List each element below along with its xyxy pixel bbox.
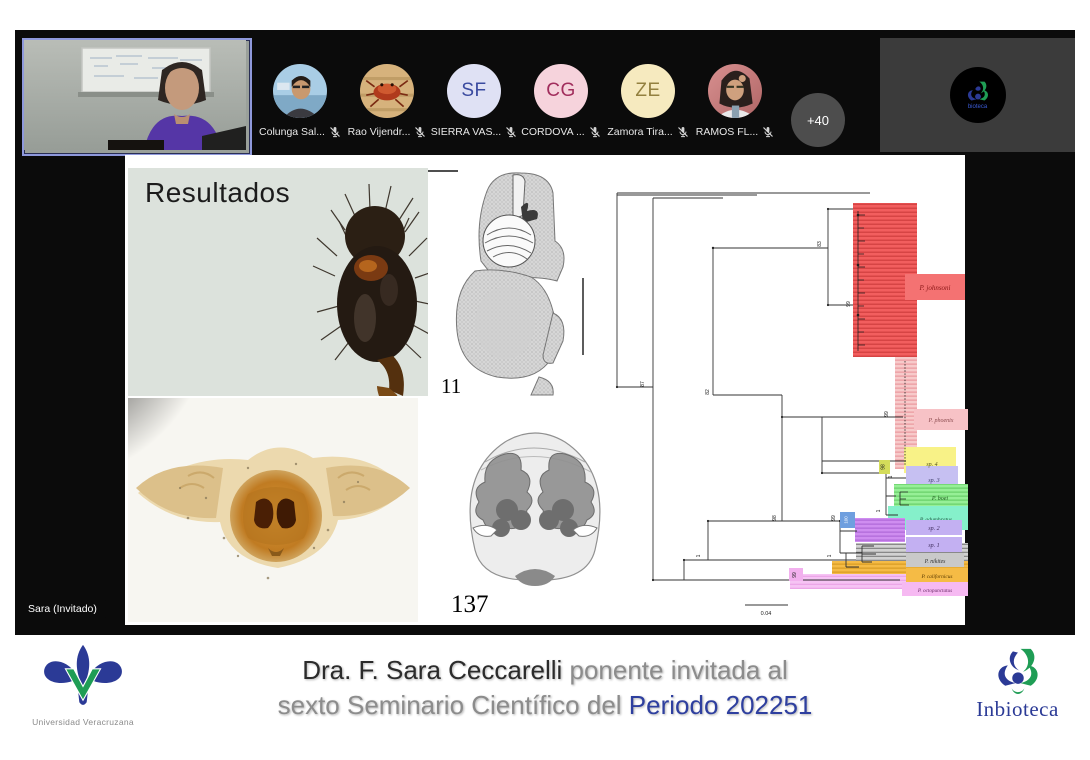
uv-logo-caption: Universidad Veracruzana — [32, 717, 134, 727]
figure-number-11: 11 — [441, 374, 461, 398]
epigynum-photo — [128, 398, 418, 622]
participant-name: Rao Vijendr... — [347, 126, 411, 138]
speaker-name: Dra. F. Sara Ceccarelli — [302, 655, 563, 685]
tip-label-octopunctatus: P. octopunctatus — [917, 588, 952, 594]
pedipalp-photo — [128, 168, 428, 396]
clade-block-phoenix — [895, 357, 917, 469]
svg-text:99: 99 — [831, 515, 837, 521]
webcam-video — [24, 40, 246, 150]
clade-block-sp2 — [855, 518, 905, 542]
tip-label-boei: P. boei — [931, 496, 949, 502]
tip-labels: P. johnsoni P. phoenix sp. 4 sp. 3 P. bo… — [902, 274, 968, 596]
inbioteca-logo: Inbioteca — [955, 647, 1080, 722]
participant-tile[interactable]: Rao Vijendr... — [344, 64, 430, 150]
svg-text:1: 1 — [876, 509, 882, 512]
inbioteca-flame-icon — [967, 81, 988, 100]
support-box-pink — [789, 568, 803, 581]
inbioteca-logo-caption: Inbioteca — [976, 697, 1059, 721]
tip-label-phoenix: P. phoenix — [928, 418, 954, 424]
participant-tile[interactable]: RAMOS FL... — [692, 64, 778, 150]
slide-title: Resultados — [145, 177, 291, 208]
participant-name: RAMOS FL... — [695, 126, 759, 138]
svg-text:1: 1 — [888, 475, 894, 478]
event-banner: Universidad Veracruzana Dra. F. Sara Cec… — [0, 635, 1090, 760]
inbioteca-avatar: bioteca — [949, 67, 1006, 123]
svg-text:99: 99 — [792, 572, 798, 578]
banner-text: Dra. F. Sara Ceccarelli ponente invitada… — [278, 653, 813, 723]
svg-text:100: 100 — [844, 516, 849, 524]
tip-label-sp2: sp. 2 — [928, 526, 939, 532]
mic-muted-icon — [589, 127, 600, 138]
avatar-initials: ZE — [621, 64, 675, 118]
mic-muted-icon — [506, 127, 517, 138]
svg-text:98: 98 — [881, 464, 887, 470]
tip-label-nikites: P. nikites — [924, 559, 947, 565]
mic-muted-icon — [763, 127, 774, 138]
participant-tile-inbioteca[interactable]: bioteca — [880, 38, 1075, 152]
shared-slide: Resultados — [125, 155, 968, 625]
svg-text:82: 82 — [705, 389, 711, 395]
tip-label-sp4: sp. 4 — [926, 461, 937, 468]
period-highlight: Periodo 202251 — [628, 690, 813, 720]
participant-name: CORDOVA ... — [521, 126, 585, 138]
pedipalp-drawing: 11 — [441, 172, 584, 398]
inbioteca-avatar-caption: bioteca — [967, 103, 988, 110]
svg-text:83: 83 — [817, 241, 823, 247]
avatar-initials: CG — [534, 64, 588, 118]
mic-muted-icon — [677, 127, 688, 138]
svg-text:99: 99 — [846, 301, 852, 307]
figure-number-137: 137 — [451, 591, 489, 618]
banner-line-1: Dra. F. Sara Ceccarelli ponente invitada… — [302, 655, 788, 685]
inbioteca-flame-icon — [997, 648, 1038, 694]
avatar-photo-crab — [360, 64, 414, 118]
webcam-tile-speaker[interactable] — [22, 38, 252, 156]
phylogenetic-tree: 87 83 99 82 98 99 1 1 99 1 98 100 99 1 — [615, 192, 968, 617]
participant-tile[interactable]: SF SIERRA VAS... — [431, 64, 517, 150]
banner-line-2: sexto Seminario Científico del Periodo 2… — [277, 690, 813, 720]
avatar-initials: SF — [447, 64, 501, 118]
tree-branches — [616, 192, 906, 581]
support-box-blue — [840, 512, 855, 528]
avatar-photo-man — [273, 64, 327, 118]
tree-scale-bar: 0.04 — [745, 604, 788, 617]
support-box-olive — [879, 460, 890, 474]
tip-label-californicus: P. californicus — [920, 573, 952, 580]
more-participants-badge[interactable]: +40 — [791, 93, 845, 147]
epigynum-drawing: 137 — [451, 432, 601, 618]
clade-inner-spines — [857, 211, 909, 506]
participant-tile[interactable]: CG CORDOVA ... — [518, 64, 604, 150]
support-values: 87 83 99 82 98 99 1 1 99 1 98 100 99 1 — [640, 241, 894, 578]
uv-logo: Universidad Veracruzana — [18, 643, 148, 727]
self-name-tag: Sara (Invitado) — [19, 600, 106, 618]
participant-name: Colunga Sal... — [259, 126, 325, 138]
tip-label-sp3: sp. 3 — [928, 478, 939, 484]
mic-muted-icon — [330, 127, 340, 138]
svg-text:1: 1 — [827, 554, 833, 557]
participant-tile[interactable]: ZE Zamora Tira... — [605, 64, 691, 150]
meeting-main-area: Colunga Sal... — [15, 30, 1075, 635]
node-dots — [615, 207, 860, 582]
participant-tile[interactable]: Colunga Sal... — [257, 64, 343, 150]
svg-text:98: 98 — [772, 515, 778, 521]
uv-fleur-icon — [44, 644, 122, 705]
svg-text:1: 1 — [696, 554, 702, 557]
svg-text:0.04: 0.04 — [761, 611, 772, 617]
svg-text:87: 87 — [640, 381, 646, 387]
participant-name: SIERRA VAS... — [430, 126, 502, 138]
mic-muted-icon — [415, 127, 426, 138]
tip-label-sp1: sp. 1 — [928, 543, 939, 549]
svg-text:99: 99 — [884, 411, 890, 417]
avatar-photo-woman — [708, 64, 762, 118]
participant-name: Zamora Tira... — [607, 126, 673, 138]
tip-label-johnsoni: P. johnsoni — [919, 284, 951, 292]
